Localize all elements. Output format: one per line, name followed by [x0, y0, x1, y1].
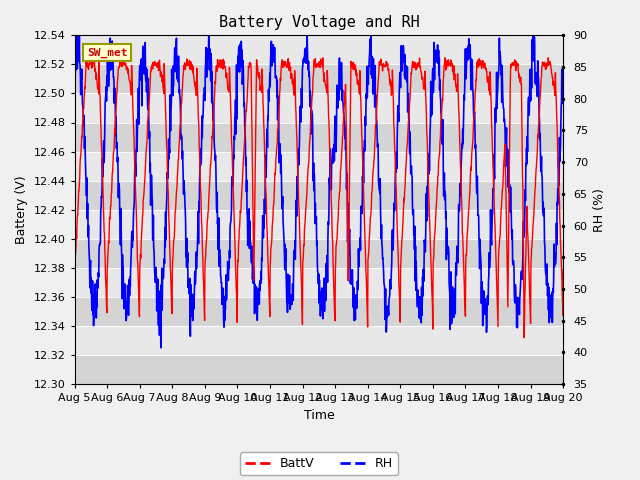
Y-axis label: RH (%): RH (%): [593, 188, 606, 232]
Bar: [75, 122, 563, 152]
Bar: [75, 239, 563, 268]
Bar: [75, 180, 563, 210]
Bar: [75, 94, 563, 122]
Bar: [75, 210, 563, 239]
Title: Battery Voltage and RH: Battery Voltage and RH: [218, 15, 419, 30]
Bar: [75, 64, 563, 94]
Legend: BattV, RH: BattV, RH: [240, 452, 398, 475]
Bar: [75, 355, 563, 384]
Y-axis label: Battery (V): Battery (V): [15, 175, 28, 244]
Bar: [75, 326, 563, 355]
Bar: [75, 297, 563, 326]
Text: SW_met: SW_met: [87, 48, 127, 58]
Bar: [75, 36, 563, 64]
X-axis label: Time: Time: [303, 408, 334, 421]
Bar: [75, 268, 563, 297]
Bar: [75, 152, 563, 180]
